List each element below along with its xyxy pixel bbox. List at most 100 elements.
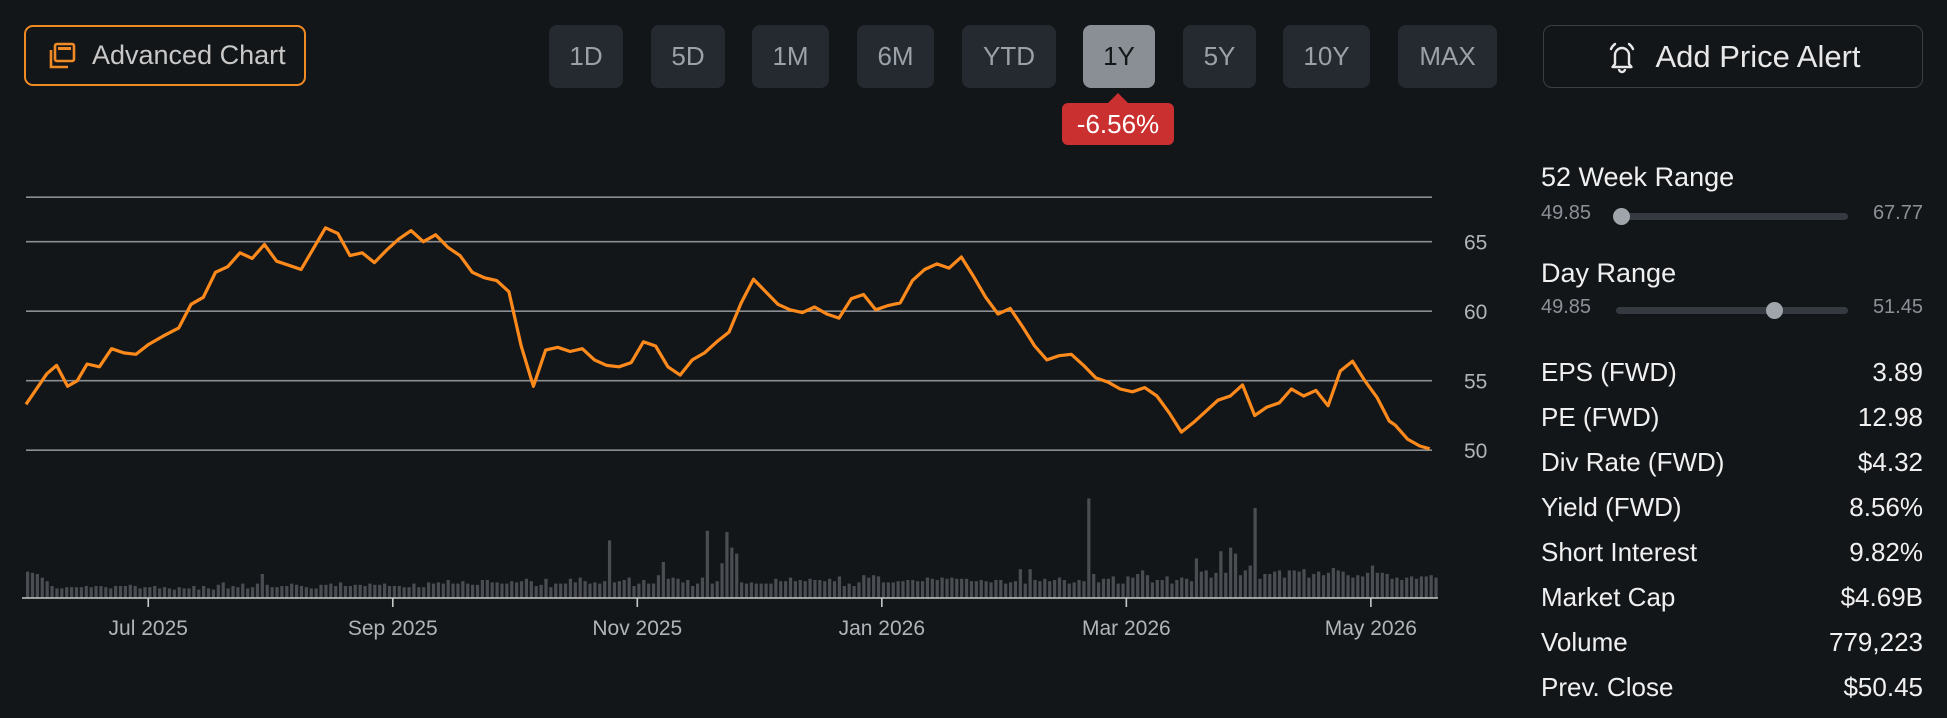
week52-low: 49.85 bbox=[1541, 202, 1592, 224]
range-button-1y[interactable]: 1Y bbox=[1083, 25, 1155, 88]
volume-bar bbox=[686, 580, 690, 598]
volume-bar bbox=[744, 583, 749, 598]
volume-bar bbox=[471, 584, 475, 598]
volume-bar bbox=[529, 581, 533, 598]
volume-bar bbox=[955, 578, 959, 598]
volume-bar bbox=[314, 588, 318, 598]
volume-bar bbox=[549, 587, 553, 598]
volume-bar bbox=[162, 587, 167, 598]
volume-bar bbox=[260, 574, 264, 598]
volume-bar bbox=[1390, 578, 1394, 598]
volume-bar bbox=[1434, 577, 1438, 598]
volume-bar bbox=[749, 582, 753, 598]
range-button-10y[interactable]: 10Y bbox=[1283, 25, 1370, 88]
x-tick-label: May 2026 bbox=[1325, 617, 1417, 640]
price-chart: 65 60 55 50 Jul 2025 Sep 2025 Nov 2025 Jan 202… bbox=[22, 196, 1487, 640]
range-button-1m[interactable]: 1M bbox=[752, 25, 829, 88]
volume-bar bbox=[35, 574, 39, 598]
volume-bar bbox=[236, 587, 240, 598]
volume-bar bbox=[1052, 580, 1057, 598]
range-button-5y[interactable]: 5Y bbox=[1183, 25, 1256, 88]
volume-bar bbox=[275, 587, 279, 598]
volume-bar bbox=[45, 581, 49, 598]
volume-bar bbox=[1336, 570, 1340, 598]
volume-bar bbox=[299, 586, 304, 598]
volume-bar bbox=[818, 580, 822, 598]
volume-bar bbox=[1380, 572, 1384, 598]
volume-bar bbox=[55, 588, 59, 598]
range-button-ytd[interactable]: YTD bbox=[962, 25, 1056, 88]
range-button-1d[interactable]: 1D bbox=[549, 25, 623, 88]
stat-value: $50.45 bbox=[1843, 672, 1923, 702]
volume-bar bbox=[265, 584, 269, 598]
volume-bar bbox=[671, 577, 675, 598]
volume-bar bbox=[1419, 576, 1423, 598]
volume-bar bbox=[153, 586, 157, 598]
range-button-6m[interactable]: 6M bbox=[857, 25, 934, 88]
stat-label: Yield (FWD) bbox=[1541, 492, 1682, 522]
volume-bar bbox=[158, 588, 162, 598]
volume-bar bbox=[123, 586, 128, 598]
volume-bar bbox=[1297, 571, 1301, 598]
volume-bar bbox=[485, 580, 489, 598]
volume-bar bbox=[1106, 578, 1110, 598]
volume-bar bbox=[70, 587, 74, 598]
volume-bar bbox=[1087, 498, 1091, 598]
stats-list: EPS (FWD) 3.89 PE (FWD) 12.98 Div Rate (FW… bbox=[1541, 350, 1923, 710]
range-button-5d[interactable]: 5D bbox=[651, 25, 725, 88]
volume-bar bbox=[1229, 547, 1233, 598]
week52-track bbox=[1612, 208, 1848, 225]
add-price-alert-button[interactable]: Add Price Alert bbox=[1543, 25, 1923, 88]
range-button-max[interactable]: MAX bbox=[1398, 25, 1497, 88]
stat-row-volume: Volume 779,223 bbox=[1541, 620, 1923, 665]
volume-bar bbox=[1008, 582, 1013, 598]
volume-bar bbox=[886, 582, 890, 598]
volume-bar bbox=[1219, 551, 1223, 598]
volume-bar bbox=[632, 586, 636, 598]
volume-bar bbox=[30, 572, 35, 598]
volume-bar bbox=[1004, 583, 1008, 598]
volume-bar bbox=[480, 580, 485, 598]
stat-label: Div Rate (FWD) bbox=[1541, 447, 1725, 477]
y-tick-label: 50 bbox=[1464, 440, 1487, 463]
volume-bar bbox=[735, 553, 739, 598]
volume-bar bbox=[490, 582, 494, 598]
volume-bar bbox=[593, 582, 597, 598]
volume-bar bbox=[676, 578, 680, 598]
volume-bar bbox=[598, 583, 602, 598]
x-tick-label: Nov 2025 bbox=[592, 617, 682, 640]
volume-bar bbox=[329, 583, 333, 598]
volume-bar bbox=[505, 583, 509, 598]
volume-bar bbox=[710, 583, 714, 598]
day-high: 51.45 bbox=[1872, 296, 1923, 318]
volume-bar bbox=[1038, 581, 1042, 598]
range-label-max: MAX bbox=[1419, 41, 1476, 71]
volume-bar bbox=[1199, 571, 1203, 598]
volume-bar bbox=[622, 580, 626, 598]
change-badge: -6.56% bbox=[1062, 93, 1174, 145]
volume-bar bbox=[412, 583, 416, 598]
volume-bar bbox=[500, 583, 504, 598]
volume-bar bbox=[1028, 569, 1032, 598]
volume-bar bbox=[1062, 580, 1066, 598]
volume-bar bbox=[60, 588, 64, 598]
volume-bar bbox=[118, 586, 123, 598]
day-low: 49.85 bbox=[1541, 296, 1592, 318]
volume-bar bbox=[1287, 570, 1291, 598]
volume-bar bbox=[285, 586, 289, 598]
volume-bar bbox=[363, 586, 367, 598]
volume-bar bbox=[842, 586, 846, 598]
volume-bar bbox=[241, 583, 245, 598]
volume-bar bbox=[1111, 576, 1115, 598]
volume-bar bbox=[104, 587, 108, 598]
stat-label: Short Interest bbox=[1541, 537, 1698, 567]
volume-bar bbox=[950, 577, 954, 598]
volume-bars bbox=[26, 498, 1438, 598]
volume-bar bbox=[148, 587, 152, 598]
volume-bar bbox=[402, 587, 406, 598]
advanced-chart-button[interactable]: Advanced Chart bbox=[24, 25, 306, 86]
volume-bar bbox=[1155, 580, 1159, 598]
x-tick-label: Jan 2026 bbox=[839, 617, 925, 640]
volume-bar bbox=[1233, 553, 1238, 598]
volume-bar bbox=[1209, 577, 1213, 598]
